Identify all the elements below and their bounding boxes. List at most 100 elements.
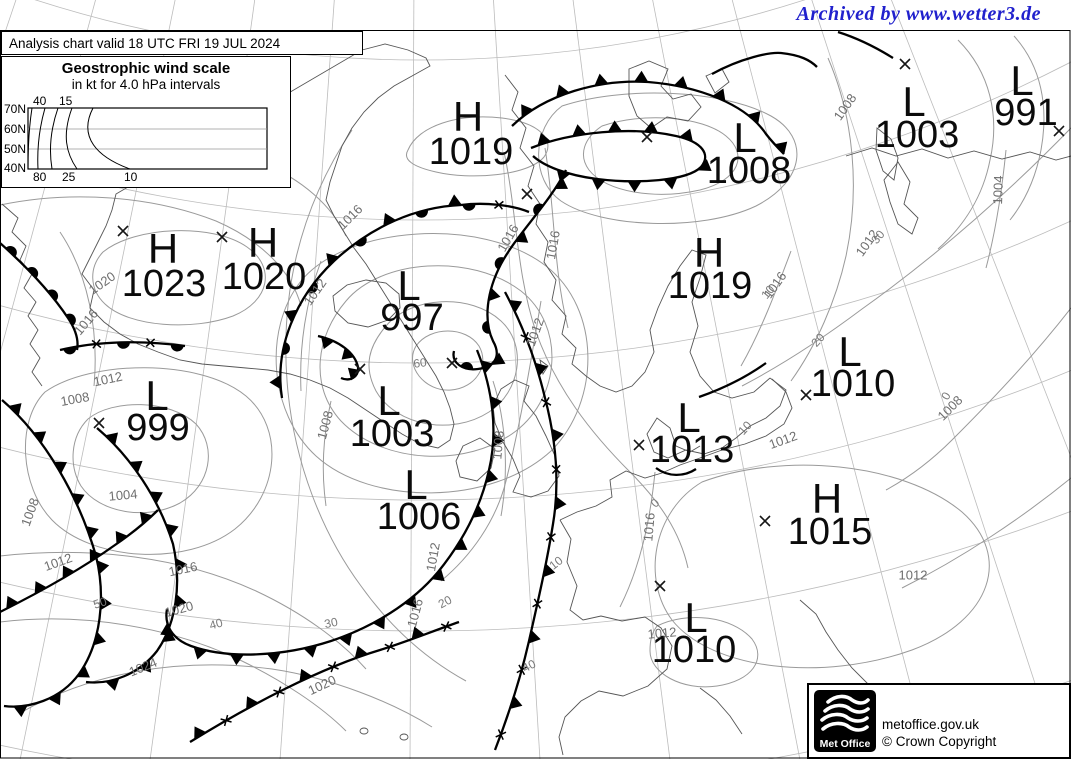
pressure-center-value: 1010 [810, 363, 896, 405]
pressure-center-value: 1006 [376, 496, 462, 538]
met-office-logo: Met Office [814, 690, 876, 752]
pressure-center-letter: H [811, 475, 843, 522]
pressure-center-value: 1008 [706, 150, 792, 192]
x-mark [654, 580, 666, 592]
isobar-line [92, 230, 266, 326]
pressure-center-letter: L [404, 461, 428, 508]
x-mark [759, 515, 771, 527]
isobar-line [937, 39, 995, 250]
isobar-line [649, 616, 759, 688]
coastline [705, 68, 730, 94]
pressure-center-letter: L [838, 328, 862, 375]
coastline [628, 60, 702, 129]
wind-scale-bottom-label: 10 [124, 170, 138, 184]
isobar-label: 1008 [489, 429, 507, 461]
front-warm-x [460, 199, 530, 214]
pressure-center-letter: H [693, 229, 725, 276]
front-occluded [269, 194, 462, 399]
front-cold-x [493, 291, 567, 751]
front-cold [511, 70, 788, 155]
front-trough [711, 51, 818, 76]
front-occluded [452, 169, 569, 371]
pressure-center-letter: L [902, 78, 926, 125]
isobar-label: 1004 [989, 175, 1007, 205]
isobar-line [0, 551, 367, 670]
pressure-center-value: 1003 [349, 413, 435, 455]
footer-website: metoffice.gov.uk [882, 716, 980, 732]
isobar-line [790, 57, 854, 382]
wind-scale-bottom-label: 80 [33, 170, 47, 184]
met-office-footer-box: Met Office metoffice.gov.uk © Crown Copy… [807, 683, 1071, 759]
pressure-center-value: 999 [126, 407, 190, 449]
isobar-label: 1012 [898, 567, 928, 583]
isobar-line [544, 147, 569, 329]
x-mark [117, 225, 129, 237]
pressure-center-letter: L [397, 262, 421, 309]
isobar-line [322, 400, 332, 507]
front-cold [0, 509, 159, 614]
isobar-line [21, 664, 433, 728]
coastline [875, 127, 899, 181]
wind-scale-subtitle: in kt for 4.0 hPa intervals [71, 77, 221, 92]
pressure-center-value: 1020 [221, 256, 307, 298]
x-mark [446, 357, 458, 369]
front-cold [1, 399, 112, 718]
analysis-chart-title: Analysis chart valid 18 UTC FRI 19 JUL 2… [9, 35, 281, 51]
isobar-line [0, 196, 302, 307]
x-mark [354, 363, 366, 375]
isobar-line [901, 477, 1071, 589]
isobar-line [319, 265, 553, 457]
coastline [359, 727, 369, 735]
front-warm [0, 242, 79, 351]
footer-text: metoffice.gov.uk © Crown Copyright [882, 716, 996, 751]
isobar-label: 1004 [107, 486, 139, 504]
pressure-center-letter: H [452, 93, 484, 140]
isobar-line [72, 404, 209, 514]
isobar-line [492, 380, 506, 517]
pressure-center-value: 1013 [649, 429, 735, 471]
x-mark [1053, 125, 1065, 137]
coastline [81, 43, 455, 449]
map-frame [0, 30, 1071, 759]
wind-scale-diagram [27, 107, 268, 170]
wind-scale-top-label: 40 [33, 94, 47, 108]
x-mark [899, 58, 911, 70]
pressure-center-letter: H [247, 219, 279, 266]
front-trough [698, 362, 767, 399]
pressure-center-letter: L [733, 114, 757, 161]
front-cold [85, 427, 188, 691]
front-trough [837, 30, 894, 59]
pressure-center-value: 991 [994, 92, 1058, 134]
pressure-center-letter: L [377, 377, 401, 424]
wind-scale-lat-label: 50N [4, 142, 27, 156]
pressure-center-value: 997 [380, 297, 444, 339]
isobar-label: 1012 [646, 624, 678, 642]
coastline [504, 74, 771, 399]
isobar-line [740, 250, 792, 367]
pressure-center-letter: L [684, 594, 708, 641]
pressure-center-value: 1010 [651, 629, 737, 671]
pressure-center-value: 1015 [787, 511, 873, 553]
met-office-waves-icon [820, 694, 870, 732]
pressure-center-value: 1019 [667, 265, 753, 307]
isobar-line [300, 260, 322, 392]
wind-scale-title: Geostrophic wind scale [61, 60, 231, 77]
wind-scale-lat-label: 60N [4, 122, 27, 136]
coastline [492, 379, 560, 498]
isobar-line [885, 307, 1071, 491]
isobar-line [654, 464, 990, 669]
coastline [646, 377, 787, 459]
isobar-line [285, 129, 467, 682]
front-cold-x [189, 620, 460, 743]
isobar-line [741, 127, 1071, 387]
isobar-line [985, 149, 1007, 269]
x-mark [633, 439, 645, 451]
pressure-center-x-marks [93, 58, 1065, 592]
grid-label: 30 [323, 614, 339, 632]
geostrophic-wind-scale-box: Geostrophic wind scale in kt for 4.0 hPa… [1, 56, 291, 188]
isobar-line [503, 151, 689, 569]
coastline [559, 378, 793, 521]
isobar-line [368, 301, 518, 426]
